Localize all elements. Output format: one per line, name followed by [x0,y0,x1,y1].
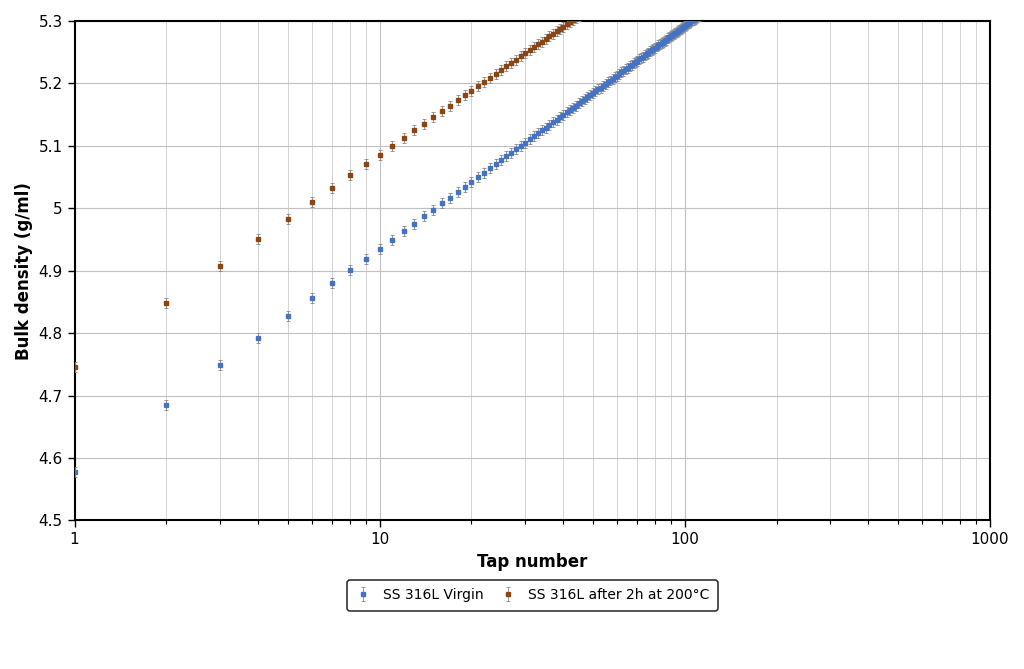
Legend: SS 316L Virgin, SS 316L after 2h at 200°C: SS 316L Virgin, SS 316L after 2h at 200°… [347,580,718,611]
Y-axis label: Bulk density (g/ml): Bulk density (g/ml) [15,182,33,360]
X-axis label: Tap number: Tap number [477,553,588,571]
